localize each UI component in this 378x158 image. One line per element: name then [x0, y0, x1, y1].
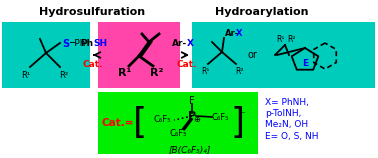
Bar [98, 22, 180, 88]
Text: or: or [247, 50, 257, 60]
Text: C₆F₅: C₆F₅ [153, 115, 171, 125]
Text: ]: ] [231, 106, 245, 140]
Text: C₆F₅: C₆F₅ [169, 128, 187, 137]
Text: E: E [302, 60, 308, 69]
Text: Hydroarylation: Hydroarylation [215, 7, 309, 17]
Bar [2, 22, 90, 88]
Text: p-TolNH,: p-TolNH, [265, 109, 301, 118]
Text: C₆F₅: C₆F₅ [211, 112, 229, 122]
Bar [98, 92, 258, 154]
Text: R¹: R¹ [276, 36, 284, 45]
Text: Hydrosulfuration: Hydrosulfuration [39, 7, 145, 17]
Text: F: F [189, 96, 195, 106]
Text: X: X [187, 39, 194, 48]
Text: R²: R² [150, 68, 164, 78]
Text: Cat.=: Cat.= [102, 118, 135, 128]
Bar [192, 22, 375, 88]
Text: SH: SH [93, 39, 107, 48]
Text: R¹: R¹ [22, 71, 31, 80]
Text: R²: R² [288, 36, 296, 45]
Text: Ph: Ph [80, 39, 93, 48]
Text: Ar-: Ar- [225, 30, 239, 39]
Text: R¹: R¹ [118, 68, 132, 78]
Text: [: [ [133, 106, 147, 140]
Text: Me₂N, OH: Me₂N, OH [265, 120, 308, 129]
Text: X: X [236, 30, 243, 39]
Text: Cat.: Cat. [83, 60, 103, 69]
Text: R²: R² [59, 71, 68, 80]
Text: E= O, S, NH: E= O, S, NH [265, 132, 319, 141]
Text: R¹: R¹ [201, 67, 209, 76]
Text: P: P [188, 111, 196, 121]
Text: R²: R² [235, 67, 243, 76]
Text: S: S [62, 39, 69, 49]
Text: ─Ph: ─Ph [69, 40, 85, 49]
Text: ⊕: ⊕ [194, 115, 200, 125]
Text: Ar-: Ar- [172, 39, 187, 48]
Text: ⁻: ⁻ [239, 110, 245, 120]
Text: [B(C₆F₅)₄]: [B(C₆F₅)₄] [169, 146, 211, 155]
Text: X= PhNH,: X= PhNH, [265, 98, 312, 107]
Text: Cat.: Cat. [177, 60, 197, 69]
